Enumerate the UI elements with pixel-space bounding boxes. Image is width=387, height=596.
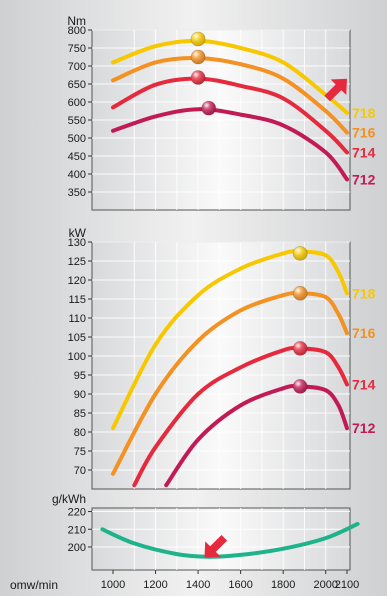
series-line-716 bbox=[111, 56, 349, 135]
trend-arrow-icon bbox=[324, 78, 347, 102]
y-tick-label: 800 bbox=[68, 25, 86, 37]
x-tick-label: 2100 bbox=[335, 579, 359, 591]
y-tick-label: 70 bbox=[74, 465, 86, 477]
y-tick-label: 120 bbox=[68, 275, 86, 287]
y-tick-label: 85 bbox=[74, 408, 86, 420]
series-line-718 bbox=[111, 249, 349, 431]
y-axis-unit-label: kW bbox=[69, 226, 87, 240]
x-tick-label: 1600 bbox=[228, 579, 252, 591]
y-tick-label: 600 bbox=[68, 97, 86, 109]
y-tick-label: 90 bbox=[74, 389, 86, 401]
series-line-bsfc bbox=[100, 521, 360, 559]
series-line-714 bbox=[111, 76, 349, 155]
y-tick-label: 110 bbox=[68, 313, 86, 325]
y-tick-label: 700 bbox=[68, 61, 86, 73]
y-tick-label: 220 bbox=[68, 507, 86, 519]
peak-marker-shine bbox=[293, 286, 308, 301]
y-axis-unit-label: g/kWh bbox=[52, 492, 86, 506]
plot-panel-2 bbox=[91, 241, 351, 490]
y-tick-label: 80 bbox=[74, 427, 86, 439]
y-tick-label: 650 bbox=[68, 79, 86, 91]
peak-marker-shine bbox=[201, 101, 216, 116]
series-label-718: 718 bbox=[352, 105, 376, 121]
peak-marker-shine bbox=[293, 246, 308, 261]
y-tick-label: 500 bbox=[68, 133, 86, 145]
y-axis-unit-label: Nm bbox=[67, 14, 86, 28]
y-tick-label: 550 bbox=[68, 115, 86, 127]
series-label-714: 714 bbox=[352, 144, 376, 160]
arrow-shape bbox=[324, 78, 347, 102]
arrow-shape bbox=[204, 534, 228, 558]
y-tick-label: 125 bbox=[68, 256, 86, 268]
peak-marker-shine bbox=[191, 32, 206, 46]
series-line-712 bbox=[164, 384, 349, 488]
peak-marker-shine bbox=[293, 341, 308, 356]
series-label-712: 712 bbox=[352, 171, 376, 187]
x-tick-label: 1200 bbox=[143, 579, 167, 591]
series-label-716: 716 bbox=[352, 325, 376, 341]
x-tick-label: 1400 bbox=[186, 579, 210, 591]
series-line-712 bbox=[111, 107, 349, 182]
y-tick-label: 115 bbox=[68, 294, 86, 306]
y-tick-label: 105 bbox=[68, 332, 86, 344]
y-tick-label: 450 bbox=[68, 151, 86, 163]
y-tick-label: 75 bbox=[74, 446, 86, 458]
x-tick-label: 1800 bbox=[271, 579, 295, 591]
series-line-716 bbox=[111, 291, 349, 476]
y-tick-label: 750 bbox=[68, 43, 86, 55]
series-label-716: 716 bbox=[352, 125, 376, 141]
trend-arrow-icon bbox=[204, 534, 228, 558]
y-tick-label: 95 bbox=[74, 370, 86, 382]
peak-marker-shine bbox=[293, 379, 308, 394]
series-label-712: 712 bbox=[352, 420, 376, 436]
series-label-718: 718 bbox=[352, 285, 376, 301]
peak-marker-shine bbox=[191, 70, 206, 85]
y-tick-label: 200 bbox=[68, 542, 86, 554]
y-tick-label: 130 bbox=[68, 237, 86, 249]
y-tick-label: 350 bbox=[68, 187, 86, 199]
peak-marker-shine bbox=[191, 50, 206, 64]
y-tick-label: 400 bbox=[68, 169, 86, 181]
series-label-714: 714 bbox=[352, 377, 376, 393]
x-tick-label: 1000 bbox=[101, 579, 125, 591]
y-tick-label: 100 bbox=[68, 351, 86, 363]
x-tick-label: 2000 bbox=[313, 579, 337, 591]
y-tick-label: 210 bbox=[68, 524, 86, 536]
x-axis-unit-label: omw/min bbox=[10, 578, 58, 592]
series-line-714 bbox=[132, 346, 349, 488]
